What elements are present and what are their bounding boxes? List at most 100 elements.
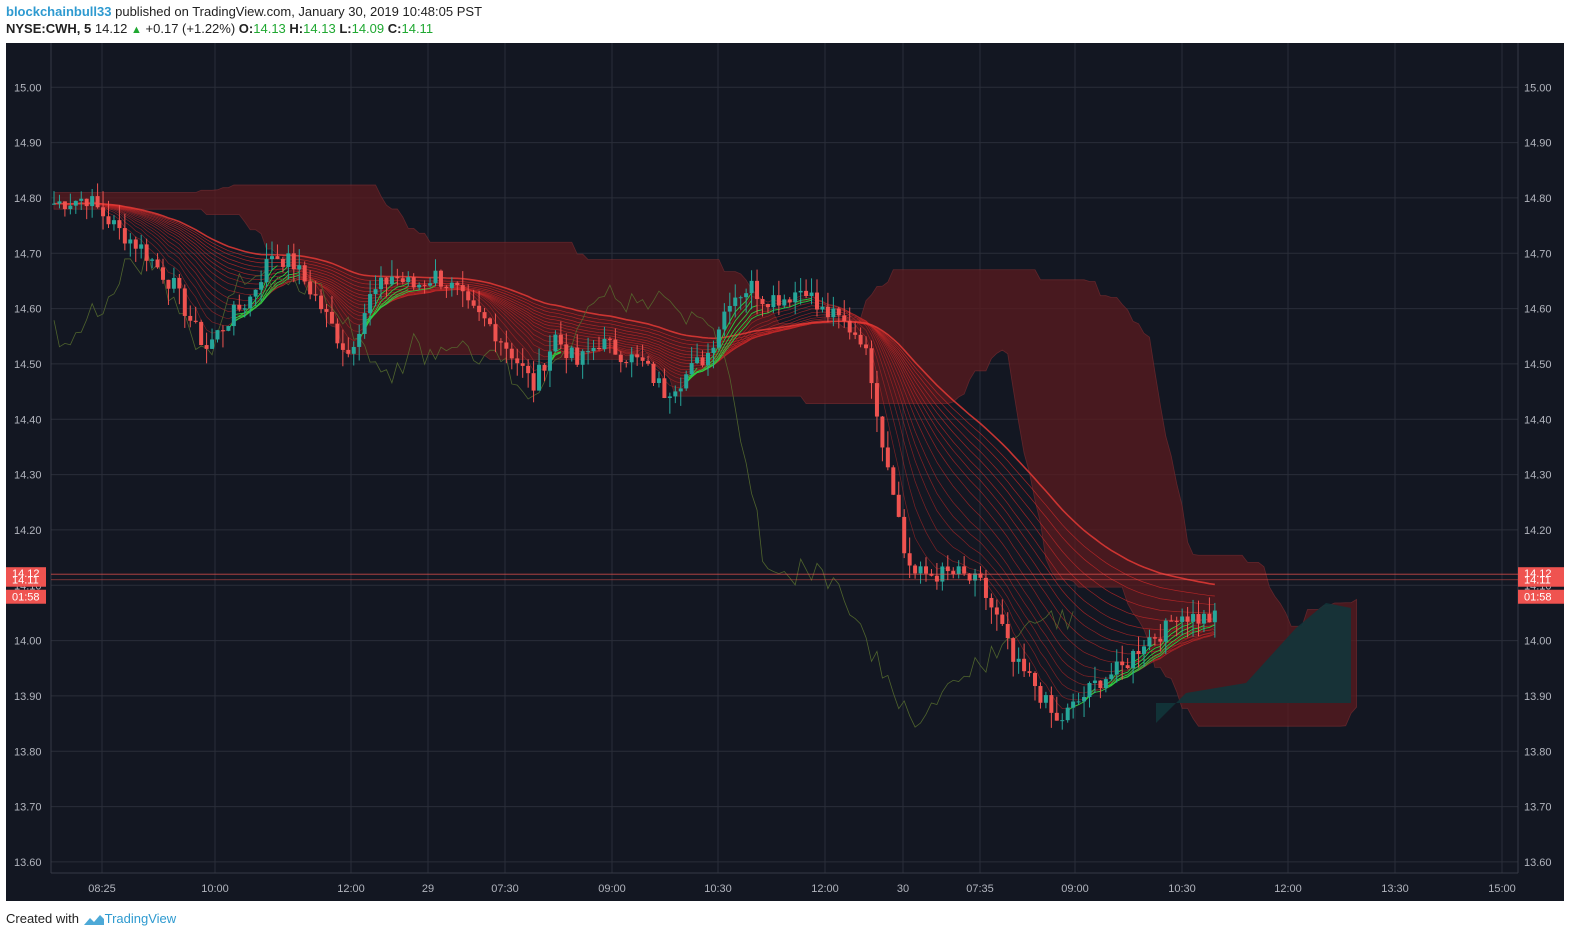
candle-body xyxy=(357,333,362,347)
candle-body xyxy=(411,277,416,288)
candle-body xyxy=(1098,680,1103,689)
candle-body xyxy=(101,207,106,217)
x-tick-label: 12:00 xyxy=(337,883,365,895)
y-tick-label-left: 14.30 xyxy=(14,470,42,482)
x-tick-label: 07:30 xyxy=(491,883,519,895)
ema-line xyxy=(53,203,1215,606)
candle-body xyxy=(962,566,967,574)
author-link[interactable]: blockchainbull33 xyxy=(6,4,112,19)
candle-body xyxy=(722,311,727,330)
price-badge-text-b: 14.11 xyxy=(12,575,39,587)
candle-body xyxy=(874,383,879,417)
symbol-info: NYSE:CWH, 5 14.12 ▲ +0.17 (+1.22%) O:14.… xyxy=(6,21,433,36)
candle-body xyxy=(1191,614,1196,622)
y-tick-label-left: 14.60 xyxy=(14,304,42,316)
y-tick-label-right: 15.00 xyxy=(1524,82,1552,94)
y-tick-label-right: 13.80 xyxy=(1524,746,1552,758)
candle-body xyxy=(531,373,536,391)
y-tick-label-right: 14.80 xyxy=(1524,193,1552,205)
ema-line xyxy=(53,202,1215,638)
candle-body xyxy=(994,607,999,615)
candle-body xyxy=(253,289,258,297)
candle-body xyxy=(166,279,171,289)
candle-body xyxy=(1201,613,1206,624)
candle-body xyxy=(237,304,242,310)
y-tick-label-right: 14.90 xyxy=(1524,138,1552,150)
candle-body xyxy=(449,282,454,289)
candle-body xyxy=(793,292,798,303)
candle-body xyxy=(122,228,127,244)
x-tick-label: 29 xyxy=(422,883,434,895)
candle-body xyxy=(716,329,721,348)
candle-body xyxy=(52,203,56,205)
candle-body xyxy=(569,347,574,359)
candle-body xyxy=(662,378,667,399)
candle-body xyxy=(973,573,978,581)
candle-body xyxy=(580,351,585,365)
candle-body xyxy=(809,292,814,296)
candle-body xyxy=(1076,701,1081,703)
candle-body xyxy=(90,196,95,207)
candle-body xyxy=(547,351,552,371)
candle-body xyxy=(602,338,607,350)
candle-body xyxy=(918,566,923,574)
candle-body xyxy=(515,358,520,364)
candle-body xyxy=(106,216,111,225)
close-label: C: xyxy=(387,21,402,36)
candle-body xyxy=(433,270,438,284)
candle-body xyxy=(351,346,356,354)
candle-body xyxy=(220,330,225,332)
candle-body xyxy=(733,297,738,306)
y-tick-label-left: 14.90 xyxy=(14,138,42,150)
candle-body xyxy=(368,294,373,314)
candle-body xyxy=(1158,638,1163,642)
tradingview-brand-link[interactable]: TradingView xyxy=(104,911,177,926)
candle-body xyxy=(177,277,182,289)
candle-body xyxy=(422,284,427,286)
candle-body xyxy=(1049,695,1054,713)
last-price: 14.12 xyxy=(94,21,128,36)
y-tick-label-left: 14.00 xyxy=(14,636,42,648)
candle-body xyxy=(945,566,950,572)
candle-body xyxy=(210,339,215,349)
ema-green-segment xyxy=(228,265,278,331)
candle-body xyxy=(755,280,760,300)
lagging-span xyxy=(53,249,1074,728)
x-tick-label: 10:00 xyxy=(201,883,229,895)
candle-body xyxy=(934,575,939,582)
x-tick-label: 09:00 xyxy=(598,883,626,895)
candle-body xyxy=(825,306,830,318)
candle-body xyxy=(1000,614,1005,624)
x-tick-label: 07:35 xyxy=(966,883,994,895)
ema-green-segment xyxy=(1105,624,1216,688)
candle-body xyxy=(264,259,269,283)
tradingview-logo-icon xyxy=(83,914,104,925)
candle-body xyxy=(706,352,710,366)
created-with-text: Created with xyxy=(6,911,79,926)
candle-body xyxy=(1038,686,1043,703)
candle-body xyxy=(951,571,956,575)
price-chart[interactable]: 15.00 15.00 14.90 14.90 14.80 14.80 14.70 14.70… xyxy=(6,43,1564,901)
price-badge-right-b xyxy=(1518,573,1564,587)
candle-body xyxy=(373,289,378,295)
candle-body xyxy=(520,363,525,366)
candle-body xyxy=(1207,613,1212,623)
y-tick-label-left: 14.70 xyxy=(14,248,42,260)
candle-body xyxy=(297,265,302,270)
ema-green-segment xyxy=(686,299,812,378)
candle-body xyxy=(1125,665,1130,669)
candle-body xyxy=(684,374,689,389)
y-tick-label-right: 13.60 xyxy=(1524,857,1552,869)
candle-body xyxy=(139,244,144,249)
candle-body xyxy=(771,295,776,308)
candle-body xyxy=(667,396,672,399)
candle-body xyxy=(1082,697,1087,702)
candle-body xyxy=(727,305,732,312)
candle-body xyxy=(231,304,236,327)
cloud-teal-area xyxy=(1156,603,1351,723)
candle-body xyxy=(526,365,531,374)
y-tick-label-right: 14.60 xyxy=(1524,304,1552,316)
candle-body xyxy=(929,573,934,576)
lagging-line xyxy=(53,249,1074,728)
